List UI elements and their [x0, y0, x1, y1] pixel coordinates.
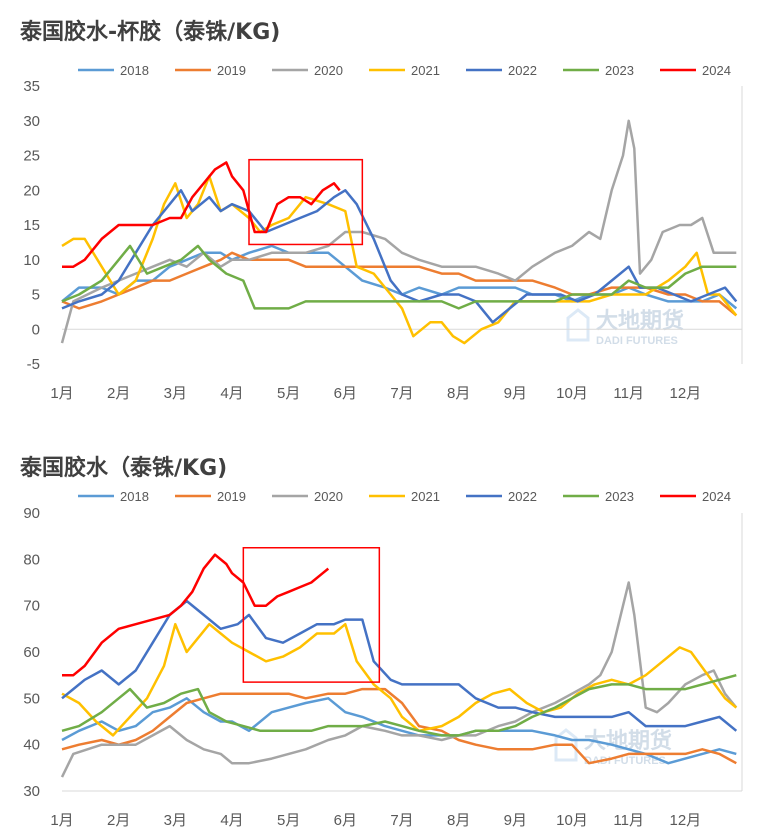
y-tick-label: 0: [32, 321, 40, 338]
x-tick-label: 4月: [220, 385, 243, 402]
x-tick-label: 11月: [613, 812, 644, 829]
watermark-en: DADI FUTURES: [596, 335, 678, 347]
legend-label: 2022: [508, 489, 537, 504]
series-line-2024: [62, 161, 341, 268]
series-line-2023: [61, 673, 737, 737]
highlight-box: [248, 158, 364, 246]
legend-label: 2024: [702, 63, 731, 78]
legend-label: 2019: [217, 489, 246, 504]
y-tick-label: 15: [23, 217, 40, 234]
x-tick-label: 9月: [504, 385, 527, 402]
x-tick-label: 7月: [390, 812, 413, 829]
series-line-2020: [60, 581, 738, 778]
x-tick-label: 3月: [164, 385, 187, 402]
legend-label: 2024: [702, 489, 731, 504]
y-tick-label: 80: [23, 551, 40, 568]
legend-label: 2018: [120, 489, 149, 504]
x-tick-label: 5月: [277, 812, 300, 829]
legend-label: 2023: [605, 489, 634, 504]
series-line-2019: [61, 687, 737, 765]
x-tick-label: 3月: [164, 812, 187, 829]
y-tick-label: 20: [23, 182, 40, 199]
legend-label: 2023: [605, 63, 634, 78]
x-tick-label: 2月: [107, 385, 130, 402]
y-tick-label: 70: [23, 598, 40, 615]
legend-label: 2018: [120, 63, 149, 78]
chart-latex-price: 泰国胶水（泰铢/KG) 大地期货 DADI FUTURES 90 80 70 60 50 40…: [0, 420, 774, 839]
y-tick-label: 40: [23, 737, 40, 754]
y-tick-label: 30: [23, 113, 40, 130]
chart-cup-lump-spread: 泰国胶水-杯胶（泰铢/KG) 大地期货 DADI FUTURES 35 30 25 20 1…: [20, 20, 743, 402]
x-tick-label: 2月: [107, 812, 130, 829]
x-tick-label: 8月: [447, 385, 470, 402]
y-tick-label: 25: [23, 148, 40, 165]
legend-label: 2021: [411, 63, 440, 78]
x-tick-label: 11月: [613, 385, 644, 402]
x-tick-label: 5月: [277, 385, 300, 402]
highlight-box: [242, 547, 381, 683]
x-tick-label: 6月: [334, 385, 357, 402]
x-tick-label: 10月: [556, 385, 588, 402]
series-line-2021: [61, 175, 738, 345]
y-tick-label: -5: [27, 356, 40, 373]
x-tick-label: 1月: [50, 385, 73, 402]
legend-label: 2022: [508, 63, 537, 78]
legend-label: 2021: [411, 489, 440, 504]
y-tick-label: 10: [23, 252, 40, 269]
series-line-2019: [61, 251, 738, 317]
chart-title: 泰国胶水（泰铢/KG): [20, 456, 228, 481]
watermark-logo-icon: [566, 308, 590, 342]
x-tick-label: 12月: [669, 812, 701, 829]
y-tick-label: 30: [23, 783, 40, 800]
x-tick-label: 7月: [390, 385, 413, 402]
y-tick-label: 90: [23, 505, 40, 522]
legend-label: 2019: [217, 63, 246, 78]
x-tick-label: 4月: [220, 812, 243, 829]
chart-title: 泰国胶水-杯胶（泰铢/KG): [20, 20, 281, 45]
x-tick-label: 12月: [669, 385, 701, 402]
x-tick-label: 9月: [504, 812, 527, 829]
series-line-2022: [61, 189, 738, 324]
series-line-2024: [62, 553, 330, 677]
series-line-2020: [60, 119, 737, 344]
series-line-2018: [61, 697, 737, 765]
series-line-2023: [61, 244, 737, 310]
x-tick-label: 8月: [447, 812, 470, 829]
y-tick-label: 5: [32, 287, 40, 304]
watermark-en: DADI FUTURES: [584, 755, 666, 767]
series-line-2022: [61, 599, 738, 732]
y-tick-label: 60: [23, 644, 40, 661]
legend-label: 2020: [314, 489, 343, 504]
x-tick-label: 10月: [556, 812, 588, 829]
x-tick-label: 1月: [50, 812, 73, 829]
y-tick-label: 50: [23, 690, 40, 707]
legend-label: 2020: [314, 63, 343, 78]
x-tick-label: 6月: [334, 812, 357, 829]
y-tick-label: 35: [23, 78, 40, 95]
